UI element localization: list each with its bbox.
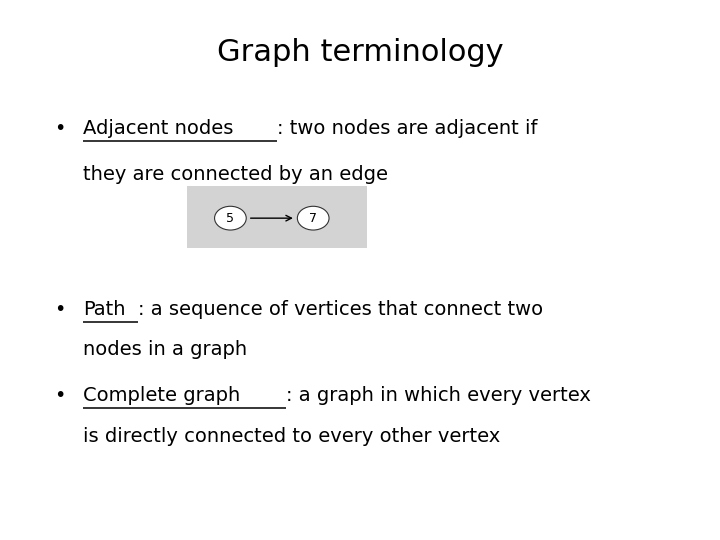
Text: nodes in a graph: nodes in a graph	[83, 340, 247, 359]
Text: Path: Path	[83, 300, 125, 319]
Text: : two nodes are adjacent if: : two nodes are adjacent if	[276, 119, 537, 138]
Circle shape	[215, 206, 246, 230]
Text: : a sequence of vertices that connect two: : a sequence of vertices that connect tw…	[138, 300, 543, 319]
FancyBboxPatch shape	[187, 186, 367, 248]
Text: Adjacent nodes: Adjacent nodes	[83, 119, 233, 138]
Text: : a graph in which every vertex: : a graph in which every vertex	[286, 386, 590, 405]
Text: •: •	[54, 119, 66, 138]
Text: Complete graph: Complete graph	[83, 386, 240, 405]
Text: 7: 7	[309, 212, 318, 225]
Text: 5: 5	[226, 212, 235, 225]
Text: •: •	[54, 386, 66, 405]
Text: they are connected by an edge: they are connected by an edge	[83, 165, 388, 184]
Circle shape	[297, 206, 329, 230]
Text: Graph terminology: Graph terminology	[217, 38, 503, 67]
Text: is directly connected to every other vertex: is directly connected to every other ver…	[83, 427, 500, 446]
Text: •: •	[54, 300, 66, 319]
